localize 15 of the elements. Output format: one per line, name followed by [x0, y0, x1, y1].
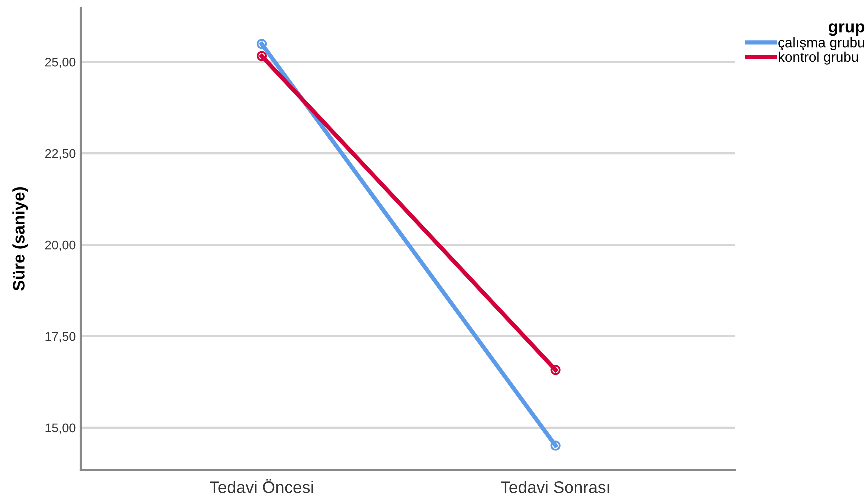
point: [256, 51, 268, 62]
y-tick-label: 15,00: [46, 424, 76, 434]
y-tick-label: 22,50: [45, 149, 76, 160]
legend-label: kontrol grubu: [778, 52, 858, 65]
y-axis-title: Süre (saniye): [12, 187, 28, 291]
legend-title: grup: [828, 24, 865, 36]
legend-label: çalışma grubu: [778, 38, 864, 51]
x-tick-label: Tedavi Sonrası: [501, 481, 610, 494]
y-tick-label: 25,00: [45, 58, 76, 68]
point: [550, 440, 561, 451]
y-tick-label: 17,50: [46, 332, 76, 343]
point: [256, 39, 268, 50]
x-tick-label: Tedavi Öncesi: [210, 479, 314, 494]
y-tick-label: 20,00: [45, 240, 76, 252]
point: [550, 365, 561, 376]
